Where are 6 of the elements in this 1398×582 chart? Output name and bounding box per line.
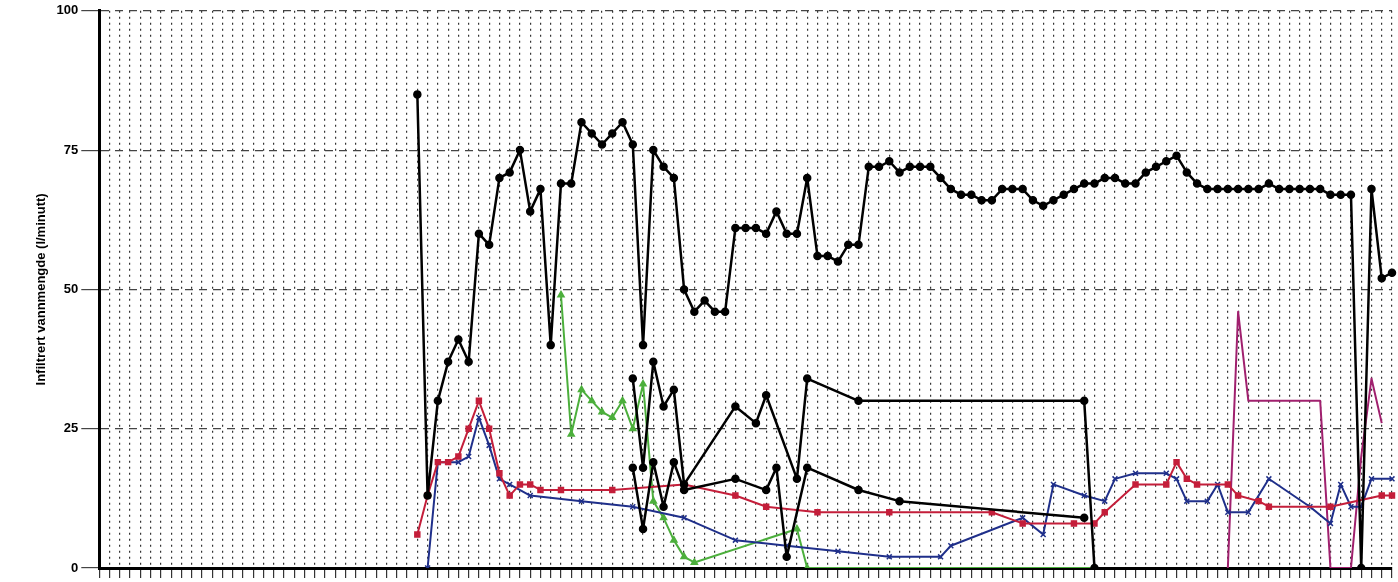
y-tick-label: 0 bbox=[71, 559, 79, 575]
y-tick-label: 25 bbox=[63, 420, 79, 436]
y-tick-label: 75 bbox=[63, 141, 79, 157]
y-axis-title: Infiltrert vannmengde (l/minutt) bbox=[33, 193, 49, 386]
y-tick-label: 50 bbox=[63, 280, 79, 296]
y-tick-label: 100 bbox=[56, 2, 79, 18]
